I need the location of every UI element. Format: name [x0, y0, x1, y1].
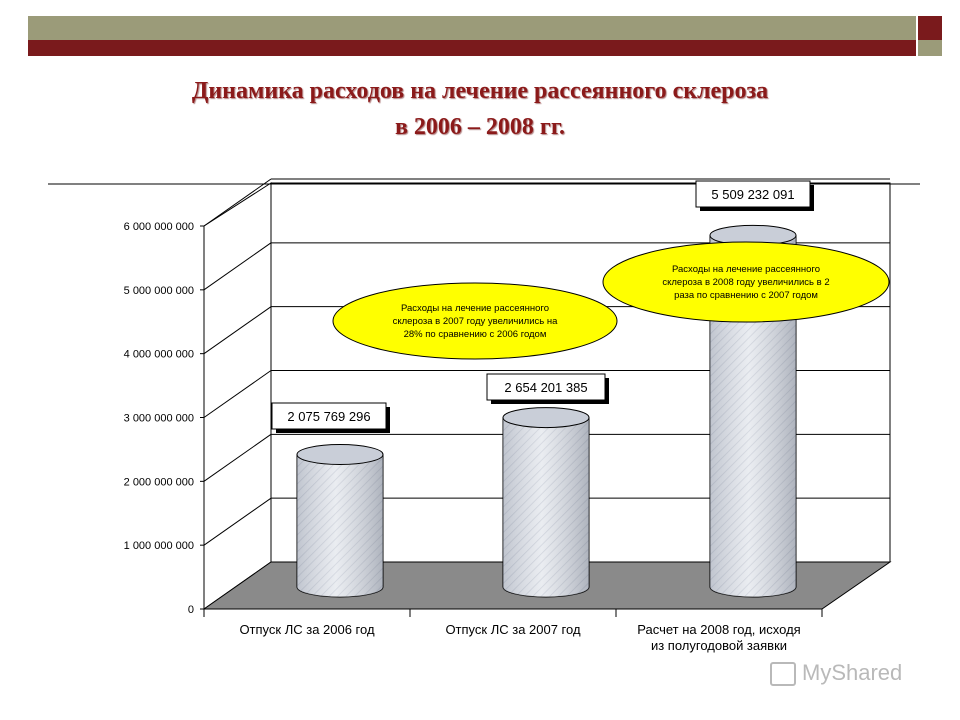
bar-shade — [710, 235, 796, 598]
header-corner-top — [918, 16, 942, 40]
header-band-dark — [28, 40, 916, 56]
watermark: MyShared — [770, 660, 903, 687]
bar-shade — [503, 417, 589, 597]
header-band — [28, 16, 916, 40]
category-label: из полугодовой заявки — [651, 638, 787, 653]
gridline-side — [203, 178, 272, 227]
data-label-box — [695, 180, 811, 208]
callout-ellipse — [602, 241, 890, 323]
data-label: 2 075 769 296 — [287, 409, 370, 424]
callout-text: 28% по сравнению с 2006 годом — [404, 329, 547, 340]
side-wall — [203, 182, 272, 610]
callout-text: склероза в 2007 году увеличились на — [393, 316, 559, 327]
y-tick-label: 4 000 000 000 — [124, 349, 194, 361]
callout-text: Расходы на лечение рассеянного — [672, 264, 820, 275]
category-label: Отпуск ЛС за 2006 год — [239, 622, 375, 637]
y-tick-label: 2 000 000 000 — [124, 476, 194, 488]
y-tick-label: 3 000 000 000 — [124, 413, 194, 425]
bar-top — [296, 443, 384, 465]
bar-top — [502, 407, 590, 429]
watermark-text: MyShared — [802, 660, 903, 685]
callout-text: раза по сравнению с 2007 годом — [674, 290, 818, 301]
data-label: 5 509 232 091 — [711, 187, 794, 202]
chart-title-line1: Динамика расходов на лечение рассеянного… — [191, 78, 769, 104]
header-corner-bottom — [918, 40, 942, 56]
gridline-side — [203, 497, 272, 546]
y-tick-label: 6 000 000 000 — [124, 221, 194, 233]
category-label: Расчет на 2008 год, исходя — [637, 622, 800, 637]
y-tick-label: 0 — [188, 604, 194, 616]
chart-title-line2: в 2006 – 2008 гг. — [394, 114, 566, 140]
gridline-side — [203, 242, 272, 291]
data-label-box — [271, 402, 387, 430]
data-label-box — [486, 373, 606, 401]
data-label: 2 654 201 385 — [504, 380, 587, 395]
gridline-side — [203, 306, 272, 355]
y-tick-label: 1 000 000 000 — [124, 540, 194, 552]
gridline-side — [203, 370, 272, 418]
y-tick-label: 5 000 000 000 — [124, 285, 194, 297]
callout-text: Расходы на лечение рассеянного — [401, 303, 549, 314]
category-label: Отпуск ЛС за 2007 год — [445, 622, 581, 637]
callout-ellipse — [332, 282, 618, 360]
bar-shade — [297, 454, 383, 597]
callout-text: склероза в 2008 году увеличились в 2 — [662, 277, 829, 288]
watermark-icon — [770, 662, 796, 687]
gridline-side — [203, 433, 272, 482]
